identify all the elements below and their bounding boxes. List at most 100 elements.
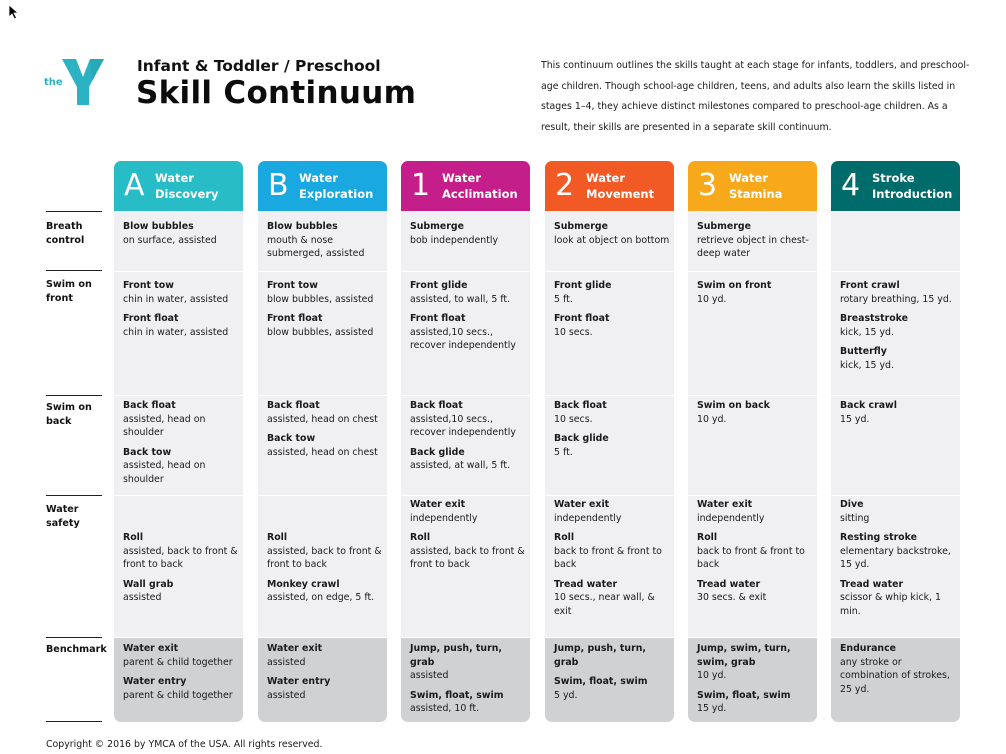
skill-cell: Front crawl rotary breathing, 15 yd. Breas…	[840, 279, 956, 378]
skill-detail: scissor & whip kick, 1 min.	[840, 592, 941, 617]
skill-cell: Jump, swim, turn, swim, grab 10 yd. Swim, …	[697, 642, 813, 722]
skill-name: Back float	[267, 400, 320, 411]
skill-name: Water exit	[267, 643, 323, 654]
skill-item: Front tow chin in water, assisted	[123, 279, 239, 306]
skill-cell: Endurance any stroke or combination of st…	[840, 642, 956, 702]
skill-detail: rotary breathing, 15 yd.	[840, 293, 952, 305]
skill-name: Front tow	[123, 280, 174, 291]
skill-cell: Front glide 5 ft. Front float 10 secs.	[554, 279, 670, 345]
row-divider	[46, 495, 102, 496]
skill-name: Back tow	[267, 433, 316, 444]
skill-item: Front float assisted,10 secs., recover in…	[410, 312, 526, 353]
skill-item: Butterfly kick, 15 yd.	[840, 345, 956, 372]
skill-detail: assisted, to wall, 5 ft.	[410, 293, 511, 305]
skill-name: Tread water	[554, 578, 618, 590]
skill-item: Back float assisted, head on shoulder	[123, 399, 239, 440]
skill-detail: chin in water, assisted	[123, 293, 229, 305]
row-label-benchmark: Benchmark	[46, 644, 107, 655]
skill-item: Tread water 10 secs., near wall, & exit	[554, 578, 670, 619]
stage-name: Water Exploration	[299, 171, 374, 201]
row-label-water-safety: Water safety	[46, 504, 80, 529]
skill-detail: assisted, head on shoulder	[123, 460, 206, 485]
skill-detail: 30 secs. & exit	[697, 592, 767, 603]
stage-letter: 4	[841, 168, 861, 203]
skill-cell: Back float assisted,10 secs., recover ind…	[410, 399, 526, 479]
skill-detail: 5 ft.	[554, 446, 573, 458]
skill-cell: Front glide assisted, to wall, 5 ft. Front…	[410, 279, 526, 359]
skill-item: Front float blow bubbles, assisted	[267, 312, 383, 339]
skill-item: Swim on front 10 yd.	[697, 279, 813, 306]
skill-detail: 5 yd.	[554, 689, 578, 701]
skill-name: Back float	[123, 400, 176, 411]
skill-name: Back glide	[410, 446, 465, 458]
skill-name: Roll	[554, 532, 575, 543]
skill-item: Water exit independently	[410, 498, 526, 525]
skill-detail: on surface, assisted	[123, 234, 217, 246]
skill-item: Water exit assisted	[267, 642, 383, 669]
logo-the-text: the	[44, 77, 63, 88]
skill-detail: independently	[410, 512, 478, 524]
skill-cell: Water exit independently Roll back to front…	[697, 498, 813, 611]
skill-item: Swim on back 10 yd.	[697, 399, 813, 426]
skill-item: Back glide 5 ft.	[554, 432, 670, 459]
skill-cell: Submerge look at object on bottom	[554, 220, 670, 253]
skill-name: Swim on back	[697, 400, 770, 411]
stage-name: Stroke Introduction	[872, 171, 953, 201]
skill-cell: Blow bubbles on surface, assisted	[123, 220, 239, 253]
skill-item: Roll back to front & front to back	[697, 531, 813, 572]
skill-cell: Front tow blow bubbles, assisted Front flo…	[267, 279, 383, 345]
skill-item: Jump, push, turn, grab	[554, 642, 670, 669]
skill-detail: assisted, head on shoulder	[123, 413, 206, 439]
skill-name: Roll	[267, 532, 288, 543]
skill-name: Tread water	[840, 578, 904, 590]
skill-detail: kick, 15 yd.	[840, 326, 894, 338]
skill-cell: Water exit assisted Water entry assisted	[267, 642, 383, 708]
skill-detail: 10 yd.	[697, 413, 727, 425]
skill-item: Back float assisted, head on chest	[267, 399, 383, 426]
skill-item: Water entry parent & child together	[123, 675, 239, 702]
skill-detail: chin in water, assisted	[123, 326, 229, 338]
skill-name: Swim, float, swim	[697, 689, 791, 701]
skill-name: Front float	[554, 313, 610, 324]
skill-item: Front float chin in water, assisted	[123, 312, 239, 339]
cell-divider	[401, 637, 530, 638]
cell-divider	[545, 637, 674, 638]
skill-name: Breaststroke	[840, 313, 908, 324]
skill-name: Swim, float, swim	[554, 676, 648, 687]
skill-name: Swim, float, swim	[410, 689, 504, 701]
cell-divider	[831, 271, 960, 272]
skill-detail: assisted, back to front & front to back	[123, 545, 238, 571]
stage-letter: 3	[698, 168, 718, 203]
skill-cell: Swim on back 10 yd.	[697, 399, 813, 432]
skill-name: Water exit	[410, 499, 466, 510]
skill-item: Swim, float, swim 15 yd.	[697, 689, 813, 716]
column-header: 3 Water Stamina	[688, 161, 817, 211]
skill-detail: sitting	[840, 512, 870, 524]
skill-detail: parent & child together	[123, 689, 233, 701]
skill-name: Roll	[123, 532, 144, 543]
skill-name: Water exit	[554, 499, 610, 510]
skill-cell: Blow bubbles mouth & nose submerged, assi…	[267, 220, 383, 267]
skill-cell: Water exit independently Roll assisted, bac…	[410, 498, 526, 578]
skill-item: Submerge retrieve object in chest-deep wa…	[697, 220, 813, 261]
benchmark-band	[688, 637, 817, 722]
skill-item: Back tow assisted, head on shoulder	[123, 446, 239, 487]
skill-name: Front float	[267, 313, 323, 324]
skill-cell: Back float assisted, head on shoulder Back…	[123, 399, 239, 492]
skill-name: Roll	[410, 532, 431, 543]
skill-detail: assisted,10 secs., recover independently	[410, 326, 516, 352]
cell-divider	[258, 395, 387, 396]
skill-name: Front float	[123, 313, 179, 324]
skill-detail: assisted, on edge, 5 ft.	[267, 592, 375, 603]
skill-detail: assisted,10 secs., recover independently	[410, 413, 516, 439]
column-stage-4: 4 Stroke Introduction Front crawl rotary br…	[831, 161, 960, 722]
cell-divider	[401, 495, 530, 496]
skill-name: Front tow	[267, 280, 318, 291]
skill-detail: 15 yd.	[697, 703, 727, 714]
cell-divider	[831, 637, 960, 638]
skill-detail: 5 ft.	[554, 293, 573, 305]
cell-divider	[688, 495, 817, 496]
cell-divider	[401, 271, 530, 272]
skill-item: Water exit parent & child together	[123, 642, 239, 669]
skill-item: Water exit independently	[697, 498, 813, 525]
